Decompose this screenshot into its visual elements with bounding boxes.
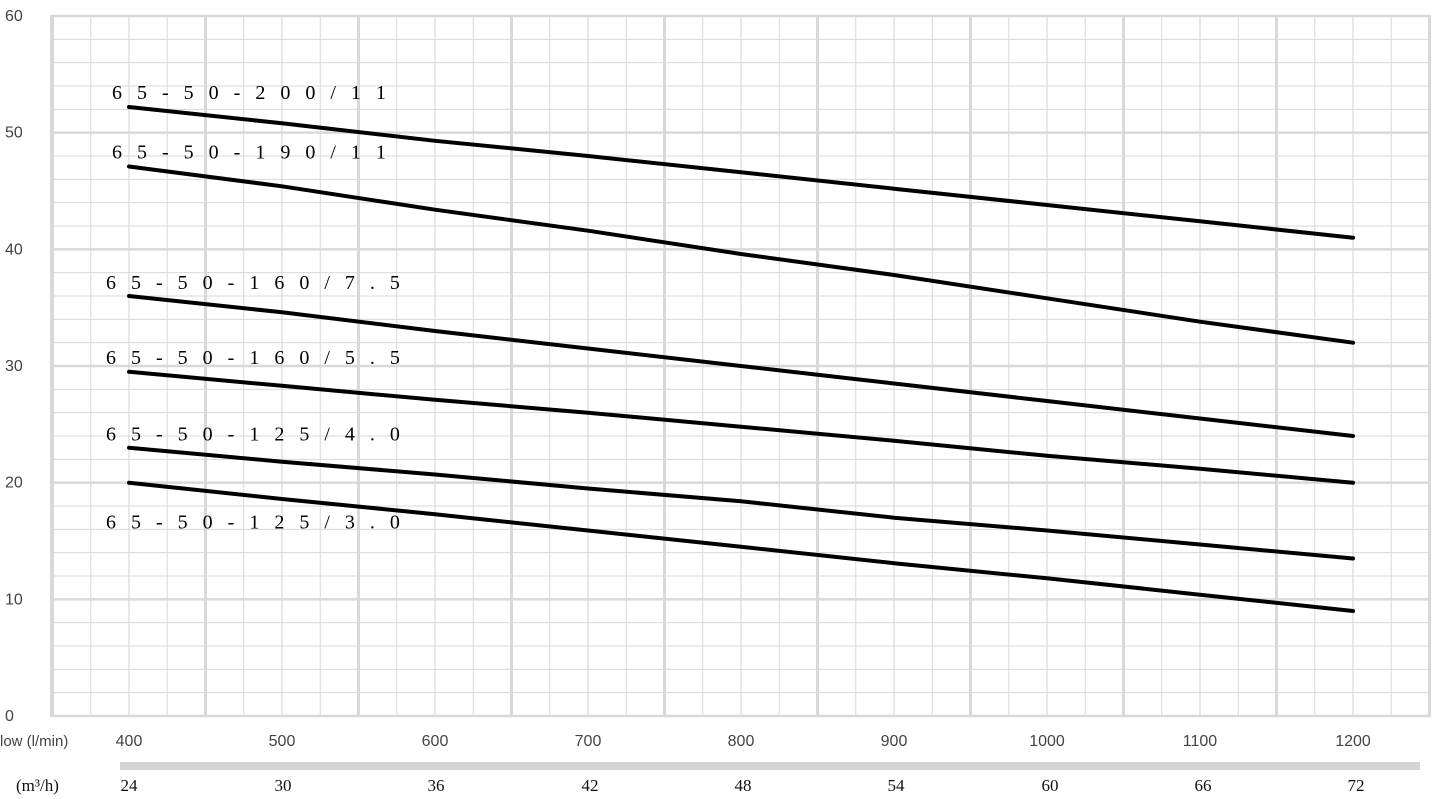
series-line-1: [127, 105, 1355, 240]
y-tick-label: 40: [5, 241, 23, 258]
series-line-6: [127, 480, 1355, 613]
x2-tick-label: 60: [1042, 776, 1059, 795]
x-tick-label: 1100: [1183, 733, 1218, 750]
x-tick-label: 800: [728, 733, 755, 750]
x2-tick-label: 24: [121, 776, 139, 795]
series-line-5: [127, 445, 1355, 561]
series-line-3: [127, 294, 1355, 438]
y-tick-label: 10: [5, 591, 23, 608]
series-line-2: [127, 164, 1355, 345]
y-tick-label: 30: [5, 358, 23, 375]
series-label-4: 6 5 - 5 0 - 1 6 0 / 5 . 5: [106, 347, 405, 369]
x-tick-label: 1000: [1029, 733, 1065, 750]
x-tick-label: 900: [881, 733, 908, 750]
series-label-6: 6 5 - 5 0 - 1 2 5 / 3 . 0: [106, 512, 405, 534]
x2-tick-label: 30: [275, 776, 292, 795]
x-tick-label: 500: [269, 733, 296, 750]
series-label-1: 6 5 - 5 0 - 2 0 0 / 1 1: [112, 82, 391, 104]
x-tick-label: 600: [422, 733, 449, 750]
y-tick-label: 50: [5, 125, 23, 142]
grid: [50, 14, 1431, 718]
series-label-2: 6 5 - 5 0 - 1 9 0 / 1 1: [112, 142, 391, 164]
x2-tick-label: 42: [582, 776, 599, 795]
x-tick-labels: 400 500 600 700 800 900 1000 1100 1200: [116, 733, 1371, 750]
x2-tick-label: 36: [428, 776, 445, 795]
x-tick-label: 700: [575, 733, 602, 750]
x2-tick-label: 66: [1195, 776, 1212, 795]
x-tick-label: 1200: [1335, 733, 1371, 750]
y-tick-label: 0: [5, 708, 14, 725]
series-label-3: 6 5 - 5 0 - 1 6 0 / 7 . 5: [106, 272, 405, 294]
x2-tick-label: 54: [888, 776, 906, 795]
secondary-axis-band: [120, 762, 1420, 770]
y-tick-label: 20: [5, 475, 23, 492]
series-lines: [127, 105, 1355, 613]
x2-tick-label: 48: [735, 776, 752, 795]
series-line-4: [127, 369, 1355, 485]
y-tick-label: 60: [5, 8, 23, 25]
series-label-5: 6 5 - 5 0 - 1 2 5 / 4 . 0: [106, 424, 405, 446]
x-tick-label: 400: [116, 733, 143, 750]
x2-tick-label: 72: [1348, 776, 1365, 795]
series-labels: 6 5 - 5 0 - 2 0 0 / 1 1 6 5 - 5 0 - 1 9 0…: [106, 82, 405, 534]
x-axis-label: low (l/min): [0, 733, 68, 750]
x2-tick-labels: 24 30 36 42 48 54 60 66 72: [121, 776, 1365, 795]
secondary-axis-bar: [120, 762, 1420, 770]
y-tick-labels: 0 10 20 30 40 50 60: [5, 8, 23, 725]
x2-axis-label: (m³/h): [16, 776, 59, 795]
